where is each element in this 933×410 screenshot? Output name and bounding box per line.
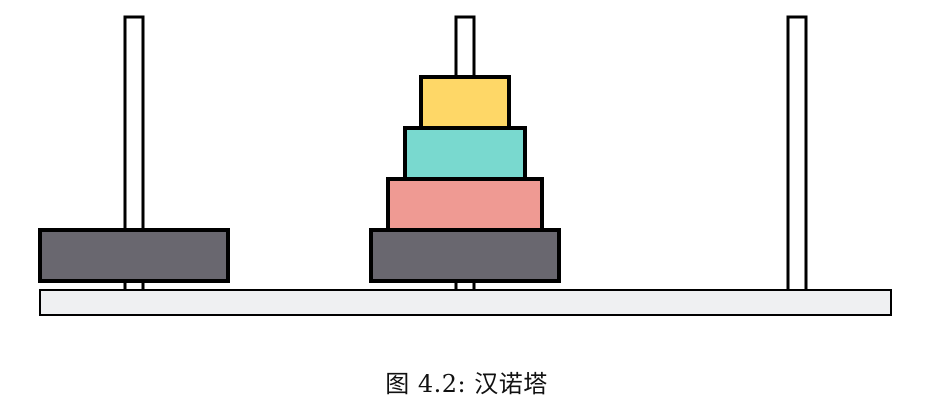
base-platform [39,289,892,316]
disk-size-4 [38,228,230,283]
disk-size-2 [403,126,527,181]
disk-size-1 [419,75,511,130]
disk-size-4 [369,228,561,283]
hanoi-tower-diagram [38,15,892,316]
disk-size-3 [386,177,544,232]
peg-right [786,15,808,294]
figure-caption: 图 4.2: 汉诺塔 [385,370,548,398]
